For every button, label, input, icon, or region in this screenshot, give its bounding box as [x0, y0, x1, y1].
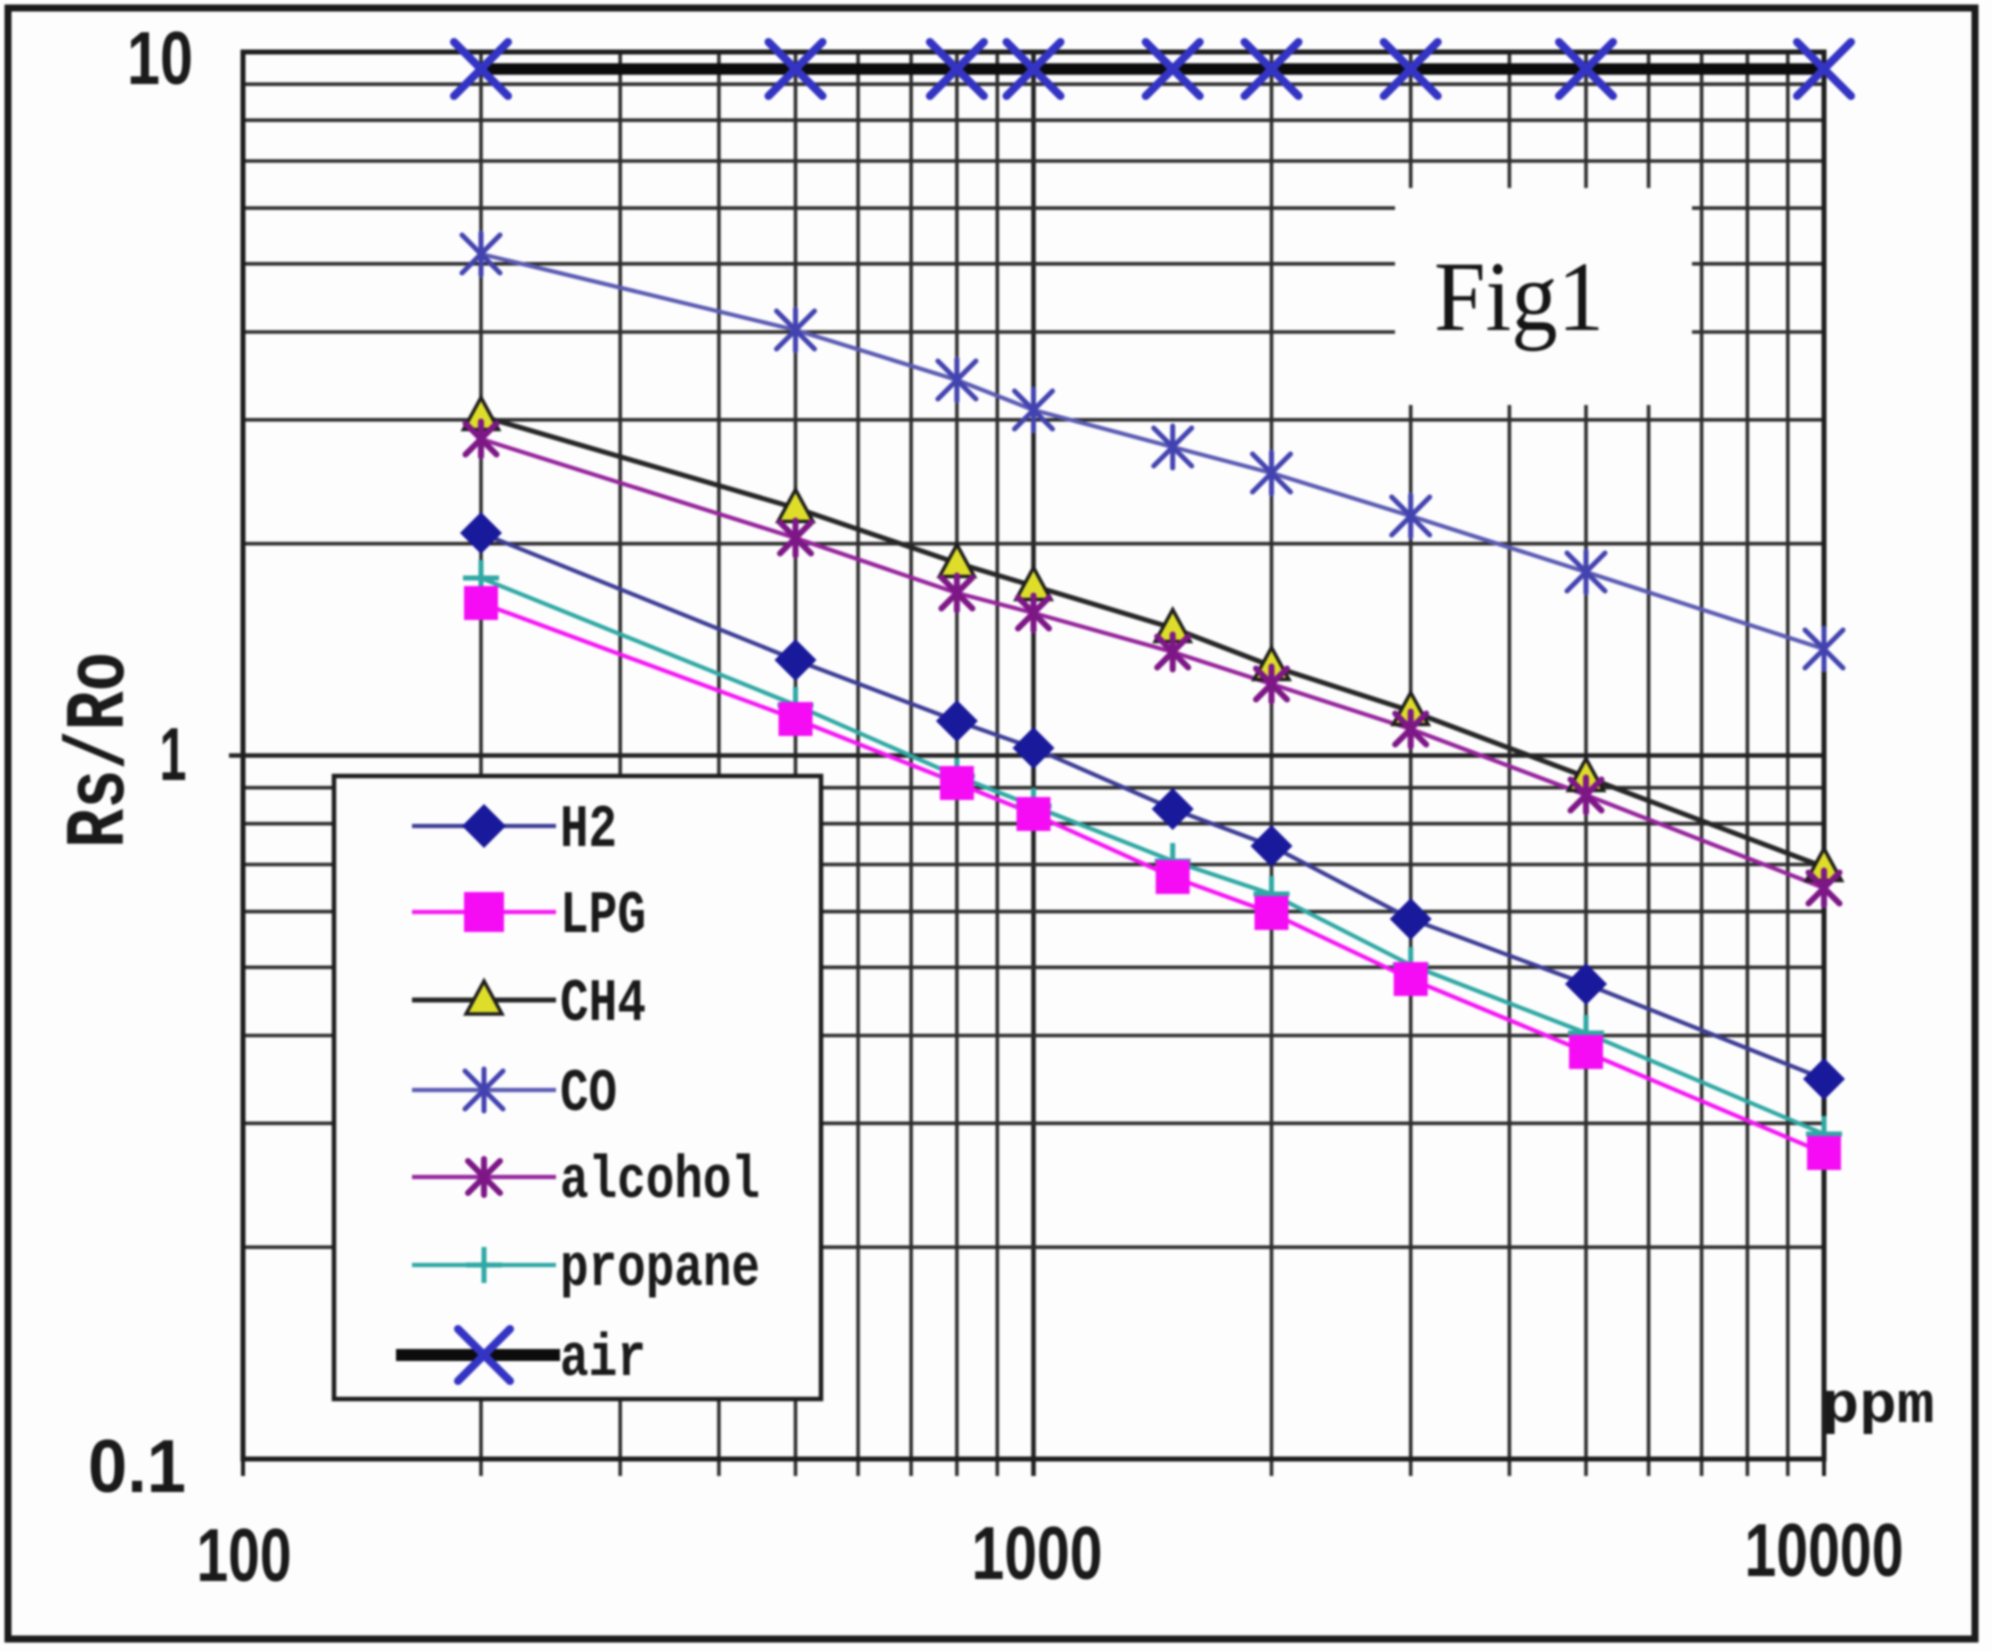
svg-text:propane: propane — [560, 1236, 760, 1304]
svg-text:H2: H2 — [560, 797, 617, 865]
svg-text:alcohol: alcohol — [560, 1148, 760, 1216]
svg-text:LPG: LPG — [560, 883, 646, 951]
svg-text:0.1: 0.1 — [88, 1424, 186, 1508]
svg-text:Fig1: Fig1 — [1434, 241, 1604, 352]
svg-text:10000: 10000 — [1745, 1508, 1904, 1592]
svg-text:air: air — [560, 1326, 646, 1394]
svg-text:CO: CO — [560, 1061, 617, 1129]
svg-text:Rs/Ro: Rs/Ro — [54, 652, 149, 848]
svg-text:ppm: ppm — [1822, 1375, 1935, 1440]
svg-text:10: 10 — [127, 16, 193, 100]
svg-text:CH4: CH4 — [560, 971, 646, 1039]
svg-text:100: 100 — [197, 1513, 292, 1597]
svg-text:1: 1 — [160, 712, 187, 796]
svg-text:1000: 1000 — [972, 1511, 1103, 1595]
